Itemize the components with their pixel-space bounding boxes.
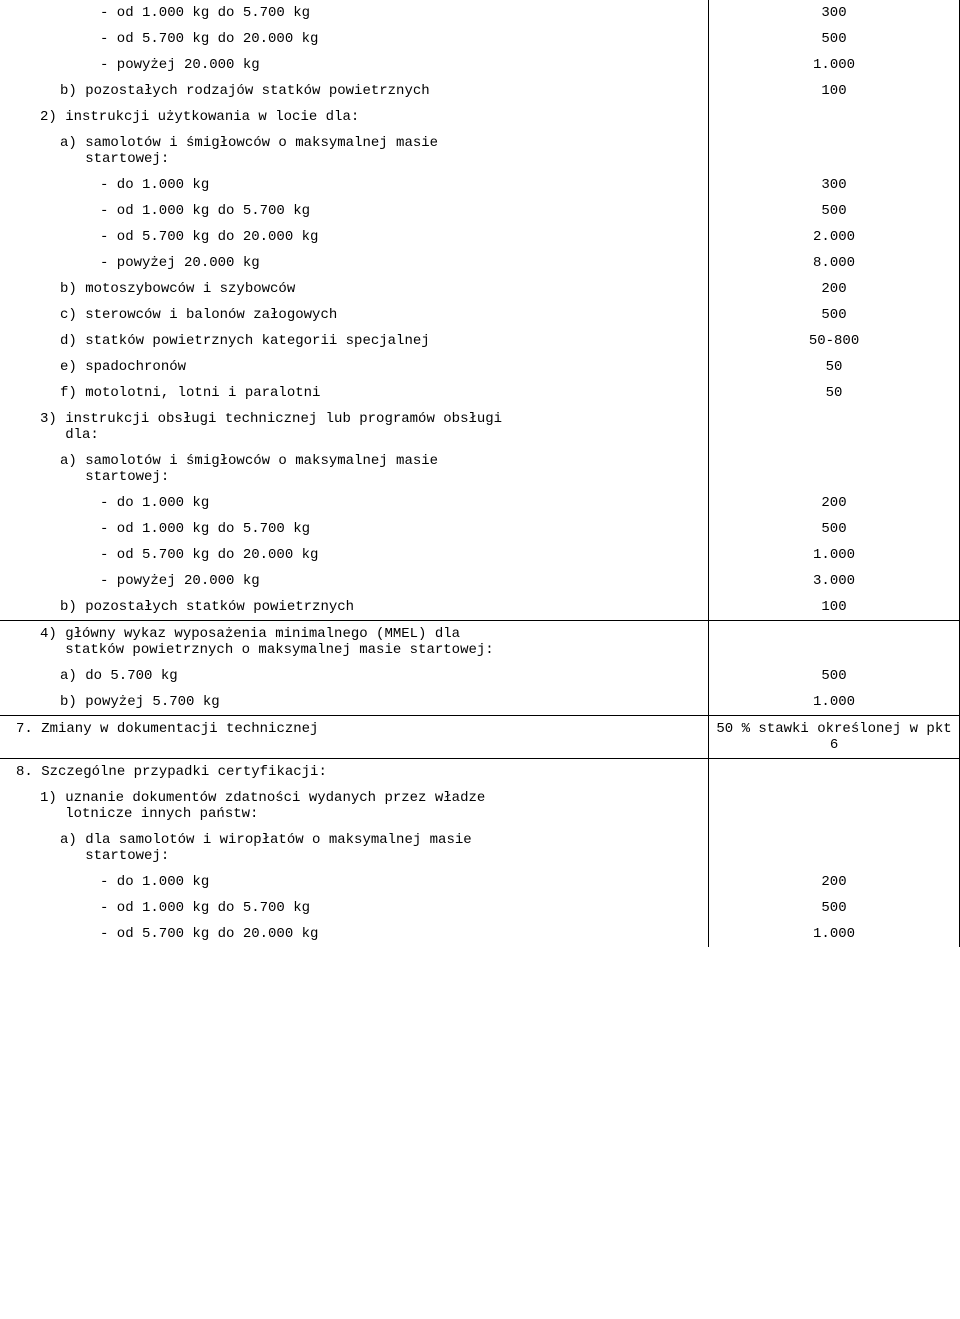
- row-value: 50 % stawki określonej w pkt 6: [709, 716, 959, 758]
- row-label: - od 1.000 kg do 5.700 kg: [0, 0, 708, 26]
- table-row: f) motolotni, lotni i paralotni50: [0, 380, 960, 406]
- row-label: 7. Zmiany w dokumentacji technicznej: [0, 716, 708, 742]
- row-label: 2) instrukcji użytkowania w locie dla:: [0, 104, 708, 130]
- row-label: 1) uznanie dokumentów zdatności wydanych…: [0, 785, 708, 827]
- table-row: b) pozostałych rodzajów statków powietrz…: [0, 78, 960, 104]
- table-row: a) samolotów i śmigłowców o maksymalnej …: [0, 448, 960, 490]
- row-label: c) sterowców i balonów załogowych: [0, 302, 708, 328]
- table-row: - od 1.000 kg do 5.700 kg300: [0, 0, 960, 26]
- row-label: b) powyżej 5.700 kg: [0, 689, 708, 715]
- table-row: - do 1.000 kg200: [0, 490, 960, 516]
- row-value: 200: [709, 276, 959, 302]
- row-value: [709, 104, 959, 114]
- row-label: - powyżej 20.000 kg: [0, 52, 708, 78]
- row-label: a) dla samolotów i wiropłatów o maksymal…: [0, 827, 708, 869]
- row-label: - od 5.700 kg do 20.000 kg: [0, 26, 708, 52]
- row-label: - do 1.000 kg: [0, 172, 708, 198]
- row-label: 8. Szczególne przypadki certyfikacji:: [0, 759, 708, 785]
- row-value: 50-800: [709, 328, 959, 354]
- row-label: b) motoszybowców i szybowców: [0, 276, 708, 302]
- row-value: 1.000: [709, 921, 959, 947]
- row-value: [709, 827, 959, 837]
- row-label: e) spadochronów: [0, 354, 708, 380]
- row-value: 50: [709, 354, 959, 380]
- row-label: b) pozostałych statków powietrznych: [0, 594, 708, 620]
- row-value: 500: [709, 26, 959, 52]
- row-label: - do 1.000 kg: [0, 490, 708, 516]
- table-row: - od 5.700 kg do 20.000 kg500: [0, 26, 960, 52]
- table-row: 3) instrukcji obsługi technicznej lub pr…: [0, 406, 960, 448]
- row-value: 100: [709, 594, 959, 620]
- row-label: a) samolotów i śmigłowców o maksymalnej …: [0, 130, 708, 172]
- table-row: c) sterowców i balonów załogowych500: [0, 302, 960, 328]
- row-value: 500: [709, 302, 959, 328]
- table-row: - od 5.700 kg do 20.000 kg2.000: [0, 224, 960, 250]
- row-label: - od 5.700 kg do 20.000 kg: [0, 921, 708, 947]
- row-value: 500: [709, 198, 959, 224]
- row-value: [709, 785, 959, 795]
- row-value: 500: [709, 895, 959, 921]
- row-value: 3.000: [709, 568, 959, 594]
- table-row: 7. Zmiany w dokumentacji technicznej50 %…: [0, 716, 960, 759]
- row-value: 2.000: [709, 224, 959, 250]
- table-row: a) dla samolotów i wiropłatów o maksymal…: [0, 827, 960, 869]
- row-label: - od 5.700 kg do 20.000 kg: [0, 224, 708, 250]
- row-value: [709, 759, 959, 769]
- row-value: 200: [709, 490, 959, 516]
- row-label: a) samolotów i śmigłowców o maksymalnej …: [0, 448, 708, 490]
- row-label: - od 1.000 kg do 5.700 kg: [0, 895, 708, 921]
- table-row: - od 1.000 kg do 5.700 kg500: [0, 516, 960, 542]
- document-table: - od 1.000 kg do 5.700 kg300- od 5.700 k…: [0, 0, 960, 947]
- row-value: [709, 406, 959, 416]
- row-value: 200: [709, 869, 959, 895]
- table-row: 1) uznanie dokumentów zdatności wydanych…: [0, 785, 960, 827]
- table-row: - od 1.000 kg do 5.700 kg500: [0, 895, 960, 921]
- row-value: 500: [709, 663, 959, 689]
- table-row: a) samolotów i śmigłowców o maksymalnej …: [0, 130, 960, 172]
- table-row: 4) główny wykaz wyposażenia minimalnego …: [0, 621, 960, 664]
- table-row: - powyżej 20.000 kg1.000: [0, 52, 960, 78]
- row-label: - od 1.000 kg do 5.700 kg: [0, 516, 708, 542]
- row-value: [709, 130, 959, 140]
- row-label: - od 5.700 kg do 20.000 kg: [0, 542, 708, 568]
- table-row: - od 5.700 kg do 20.000 kg1.000: [0, 921, 960, 947]
- row-label: 3) instrukcji obsługi technicznej lub pr…: [0, 406, 708, 448]
- table-row: a) do 5.700 kg500: [0, 663, 960, 689]
- row-value: 500: [709, 516, 959, 542]
- row-label: b) pozostałych rodzajów statków powietrz…: [0, 78, 708, 104]
- table-row: - od 5.700 kg do 20.000 kg1.000: [0, 542, 960, 568]
- row-value: 8.000: [709, 250, 959, 276]
- row-label: - od 1.000 kg do 5.700 kg: [0, 198, 708, 224]
- table-row: e) spadochronów50: [0, 354, 960, 380]
- table-row: b) motoszybowców i szybowców200: [0, 276, 960, 302]
- row-value: 1.000: [709, 689, 959, 715]
- row-value: [709, 621, 959, 631]
- row-value: [709, 448, 959, 458]
- row-label: f) motolotni, lotni i paralotni: [0, 380, 708, 406]
- row-label: - do 1.000 kg: [0, 869, 708, 895]
- row-value: 100: [709, 78, 959, 104]
- row-label: - powyżej 20.000 kg: [0, 568, 708, 594]
- table-row: - powyżej 20.000 kg8.000: [0, 250, 960, 276]
- table-row: b) pozostałych statków powietrznych100: [0, 594, 960, 621]
- table-row: - do 1.000 kg200: [0, 869, 960, 895]
- row-value: 1.000: [709, 542, 959, 568]
- table-row: - powyżej 20.000 kg3.000: [0, 568, 960, 594]
- table-row: 2) instrukcji użytkowania w locie dla:: [0, 104, 960, 130]
- row-value: 300: [709, 0, 959, 26]
- table-row: 8. Szczególne przypadki certyfikacji:: [0, 759, 960, 786]
- row-label: 4) główny wykaz wyposażenia minimalnego …: [0, 621, 708, 663]
- row-value: 300: [709, 172, 959, 198]
- table-row: - do 1.000 kg300: [0, 172, 960, 198]
- table-row: d) statków powietrznych kategorii specja…: [0, 328, 960, 354]
- row-label: a) do 5.700 kg: [0, 663, 708, 689]
- row-value: 1.000: [709, 52, 959, 78]
- row-value: 50: [709, 380, 959, 406]
- row-label: d) statków powietrznych kategorii specja…: [0, 328, 708, 354]
- row-label: - powyżej 20.000 kg: [0, 250, 708, 276]
- table-row: b) powyżej 5.700 kg1.000: [0, 689, 960, 716]
- table-row: - od 1.000 kg do 5.700 kg500: [0, 198, 960, 224]
